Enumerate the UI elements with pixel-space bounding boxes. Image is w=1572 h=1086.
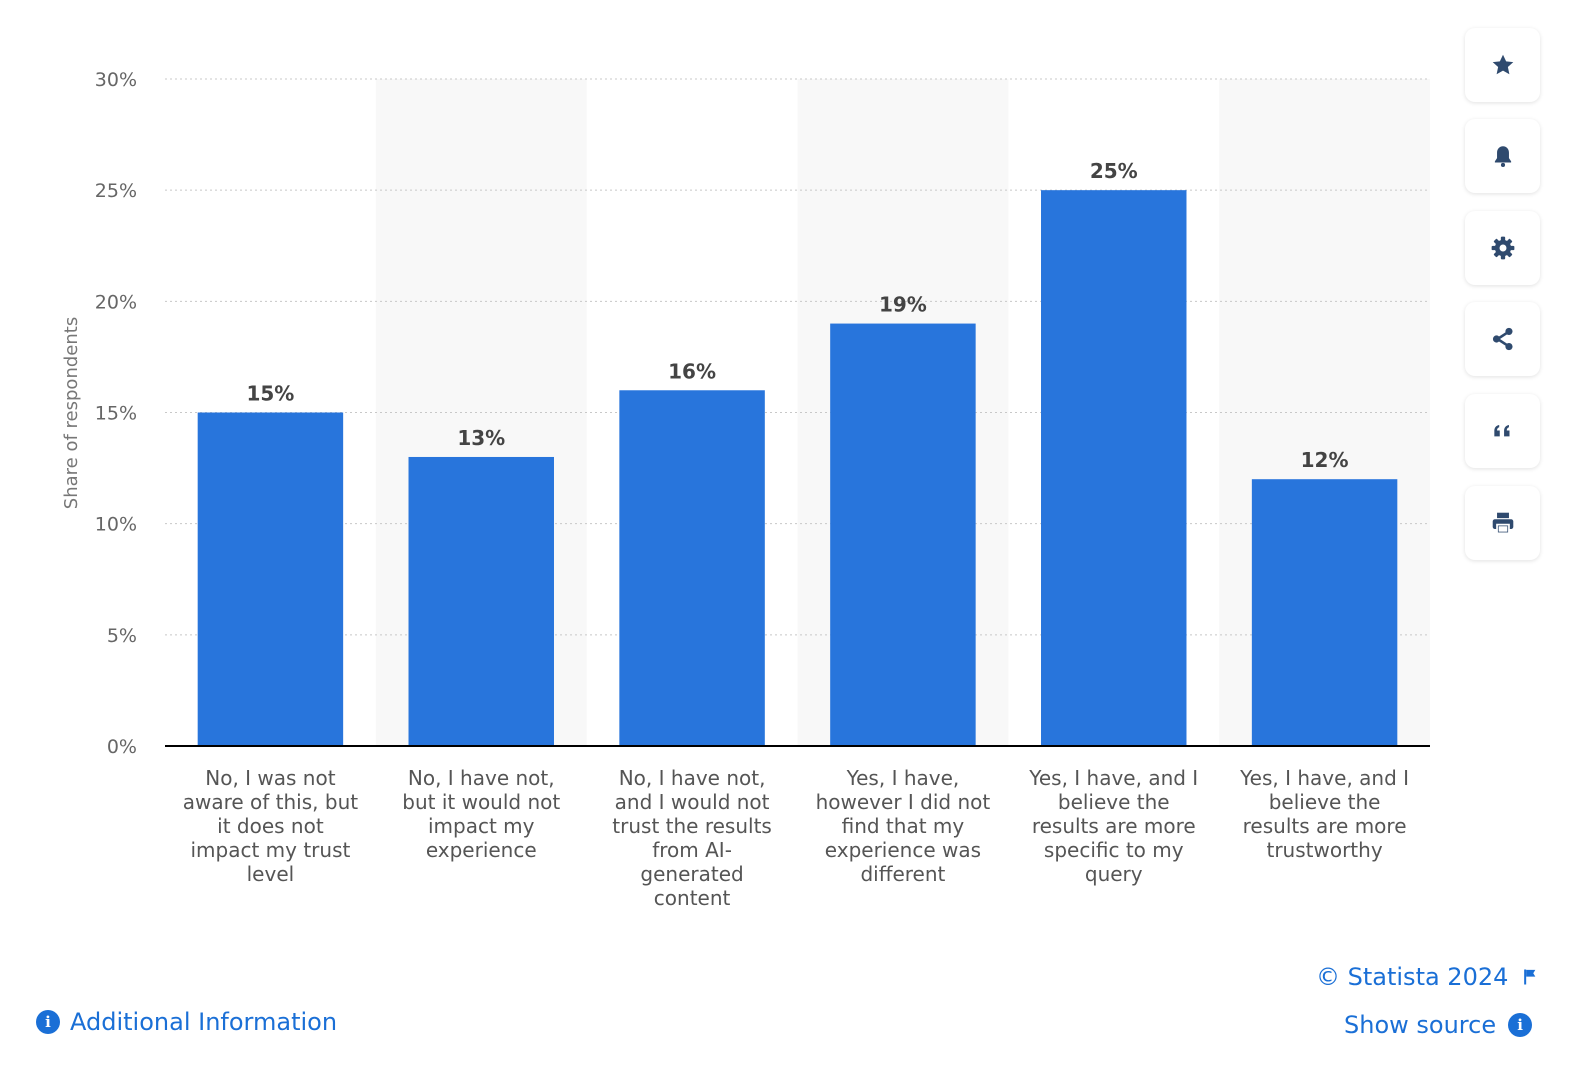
copyright-link[interactable]: © Statista 2024 xyxy=(1316,963,1540,991)
additional-information-link[interactable]: i Additional Information xyxy=(36,1008,337,1036)
x-tick-label: No, I have not, and I would not trust the … xyxy=(612,766,772,910)
data-label: 13% xyxy=(457,426,505,450)
show-source-link[interactable]: Show source i xyxy=(1344,1011,1533,1039)
star-icon xyxy=(1492,54,1513,75)
bar[interactable] xyxy=(830,323,976,746)
x-tick-label-line: experience xyxy=(426,838,537,862)
favorite-button[interactable] xyxy=(1465,28,1540,102)
printer-icon xyxy=(1492,512,1513,535)
x-tick-label-line: find that my xyxy=(842,814,965,838)
data-label: 15% xyxy=(246,382,294,406)
x-tick-label-line: trust the results xyxy=(612,814,772,838)
x-tick-label-line: query xyxy=(1085,862,1143,886)
x-tick-label-line: No, I was not xyxy=(205,766,335,790)
y-tick-label: 20% xyxy=(95,291,137,313)
data-label: 19% xyxy=(879,293,927,317)
bell-icon xyxy=(1494,146,1511,168)
x-tick-label-line: from AI- xyxy=(652,838,732,862)
x-tick-label-line: results are more xyxy=(1243,814,1407,838)
x-tick-label-line: Yes, I have, xyxy=(846,766,960,790)
x-tick-label-line: Yes, I have, and I xyxy=(1239,766,1409,790)
bar[interactable] xyxy=(408,456,554,746)
info-icon: i xyxy=(36,1010,60,1034)
settings-button[interactable] xyxy=(1465,211,1540,285)
flag-icon xyxy=(1524,969,1536,985)
x-tick-label: No, I have not, but it would not impact my… xyxy=(402,766,560,862)
x-tick-label-line: however I did not xyxy=(816,790,991,814)
x-tick-label-line: Yes, I have, and I xyxy=(1028,766,1198,790)
print-button[interactable] xyxy=(1465,486,1540,560)
x-tick-label-line: and I would not xyxy=(615,790,770,814)
x-tick-label-line: believe the xyxy=(1269,790,1381,814)
additional-information-label: Additional Information xyxy=(70,1008,338,1036)
x-tick-label: Yes, I have, however I did not find that m… xyxy=(816,766,991,886)
x-tick-label-line: generated xyxy=(640,862,743,886)
x-tick-label-line: experience was xyxy=(825,838,981,862)
y-tick-label: 25% xyxy=(95,180,137,202)
bar-chart: 0% 5% 10% 15% 20% 25% 30% Share of respondents… xyxy=(61,69,1430,910)
bar[interactable] xyxy=(1041,190,1187,746)
data-label: 25% xyxy=(1090,159,1138,183)
data-label: 12% xyxy=(1301,448,1349,472)
x-tick-label-line: No, I have not, xyxy=(408,766,555,790)
y-tick-label: 15% xyxy=(95,403,137,425)
x-tick-label-line: trustworthy xyxy=(1266,838,1382,862)
y-axis-label: Share of respondents xyxy=(61,317,82,509)
x-tick-label-line: No, I have not, xyxy=(619,766,766,790)
y-tick-label: 10% xyxy=(95,514,137,536)
x-tick-label-line: it does not xyxy=(217,814,324,838)
x-tick-label-line: content xyxy=(654,886,731,910)
x-tick-label-line: aware of this, but xyxy=(183,790,359,814)
x-tick-label-line: impact my trust xyxy=(190,838,350,862)
bar[interactable] xyxy=(619,390,765,746)
y-tick-label: 5% xyxy=(107,625,137,647)
bar[interactable] xyxy=(1251,479,1398,746)
share-button[interactable] xyxy=(1465,302,1540,376)
quote-icon xyxy=(1493,425,1509,437)
y-tick-label: 0% xyxy=(107,736,137,758)
x-tick-label: No, I was not aware of this, but it does n… xyxy=(183,766,359,886)
bar[interactable] xyxy=(197,412,344,747)
share-icon xyxy=(1492,327,1513,351)
gear-icon xyxy=(1491,236,1514,260)
show-source-label: Show source xyxy=(1344,1011,1497,1039)
x-tick-label-line: believe the xyxy=(1058,790,1170,814)
info-icon: i xyxy=(1508,1013,1533,1037)
y-tick-label: 30% xyxy=(95,69,137,91)
x-tick-label-line: but it would not xyxy=(402,790,560,814)
x-tick-label-line: different xyxy=(860,862,945,886)
x-tick-label-line: specific to my xyxy=(1044,838,1184,862)
notify-button[interactable] xyxy=(1465,119,1540,193)
x-tick-label-line: results are more xyxy=(1032,814,1196,838)
data-label: 16% xyxy=(668,359,716,383)
copyright-text: © Statista 2024 xyxy=(1316,963,1509,991)
cite-button[interactable] xyxy=(1465,394,1540,468)
x-tick-label-line: level xyxy=(247,862,295,886)
x-tick-label-line: impact my xyxy=(428,814,535,838)
